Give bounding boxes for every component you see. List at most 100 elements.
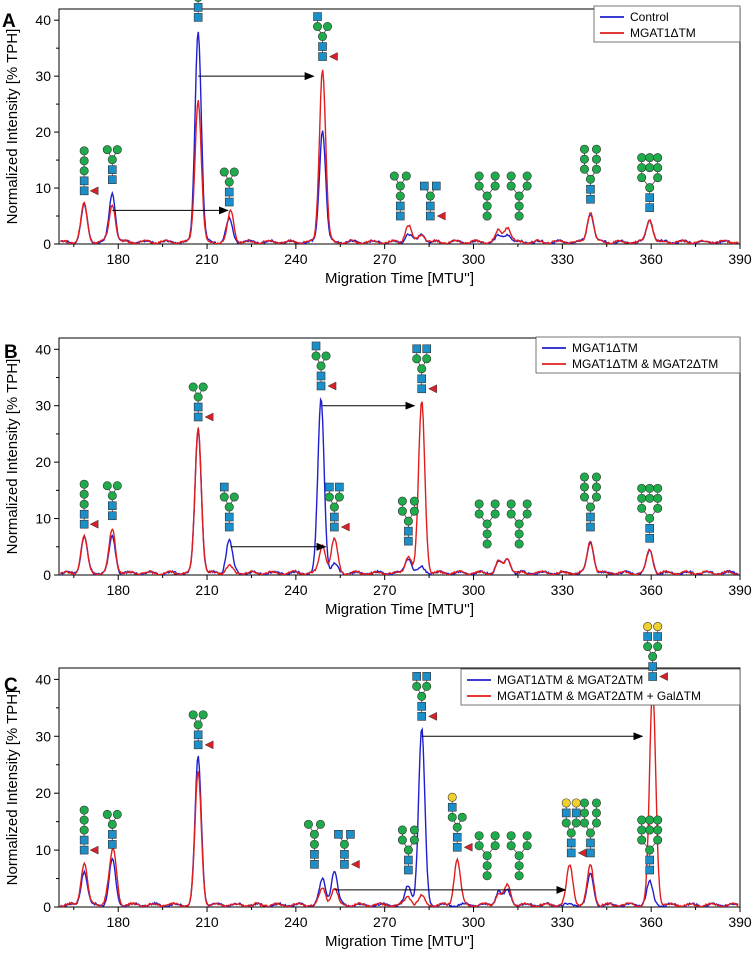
mannose-glyph [107, 491, 117, 501]
x-tick-label: 180 [107, 914, 131, 930]
mannose-glyph [645, 163, 655, 173]
mannose-glyph [79, 479, 89, 489]
glcnac-glyph [310, 860, 319, 869]
mannose-glyph [522, 181, 532, 191]
glycan-structure [324, 482, 350, 532]
mannose-glyph [194, 0, 202, 2]
glycan-structure [643, 622, 668, 681]
glcnac-glyph [396, 211, 405, 221]
glcnac-glyph [645, 865, 654, 875]
mannose-glyph [482, 851, 492, 861]
y-axis-label: Normalized Intensity [% TPH] [4, 29, 21, 225]
mannose-glyph [579, 154, 589, 164]
mannose-glyph [653, 483, 663, 493]
mannose-glyph [198, 382, 208, 392]
mannose-glyph [112, 809, 122, 819]
glcnac-glyph [340, 850, 349, 859]
mannose-glyph [474, 831, 484, 841]
legend: Control MGAT1ΔTM [593, 5, 741, 43]
legend: MGAT1ΔTM & MGAT2ΔTM MGAT1ΔTM & MGAT2ΔTM +… [460, 668, 741, 706]
legend-entry: Control [630, 10, 669, 24]
fucose-glyph [327, 381, 337, 391]
glcnac-glyph [318, 42, 327, 51]
glcnac-glyph [412, 672, 422, 681]
glycan-structure [303, 819, 360, 869]
mannose-glyph [522, 509, 532, 519]
glcnac-glyph [422, 344, 432, 354]
mannose-glyph [490, 499, 500, 509]
mannose-glyph [425, 191, 435, 201]
glcnac-glyph [412, 344, 422, 354]
mannose-glyph [653, 825, 663, 835]
mannose-glyph [579, 492, 589, 502]
glcnac-glyph [447, 802, 457, 812]
mannose-glyph [403, 516, 413, 526]
glcnac-glyph [107, 165, 117, 174]
y-tick-label: 40 [35, 12, 51, 28]
mannose-glyph [79, 489, 89, 499]
mannose-glyph [422, 354, 432, 364]
fucose-glyph [89, 845, 99, 855]
glcnac-glyph [107, 830, 117, 839]
glcnac-glyph [193, 412, 203, 422]
glycan-structure [188, 710, 214, 750]
x-tick-label: 270 [373, 582, 397, 598]
glcnac-glyph [310, 850, 319, 859]
mannose-glyph [514, 871, 524, 881]
fucose-glyph [340, 522, 350, 532]
x-tick-label: 390 [728, 251, 752, 267]
y-tick-label: 20 [35, 124, 51, 140]
glcnac-glyph [219, 482, 229, 492]
x-tick-label: 270 [373, 914, 397, 930]
y-tick-label: 20 [35, 454, 51, 470]
glcnac-glyph [645, 203, 654, 212]
mannose-glyph [490, 181, 500, 191]
mannose-glyph [645, 513, 655, 523]
glcnac-glyph [346, 830, 355, 839]
panel-B: B 180 210 240 270 300 330 360 390 0 10 20 30 40 Migrat… [4, 336, 752, 618]
y-tick-label: 10 [35, 180, 51, 196]
legend-box [460, 668, 741, 706]
x-tick-label: 330 [551, 251, 575, 267]
glycan-structure [397, 496, 419, 546]
legend-entry: MGAT1ΔTM & MGAT2ΔTM [497, 673, 643, 687]
glcnac-glyph [648, 662, 657, 671]
glcnac-glyph [586, 522, 595, 532]
series-line-red [60, 690, 739, 907]
glcnac-glyph [107, 840, 117, 849]
glcnac-glyph [107, 175, 117, 184]
mannose-glyph [653, 493, 663, 503]
x-tick-label: 210 [195, 914, 219, 930]
glycan-structure [79, 146, 99, 196]
mannose-glyph [112, 481, 122, 491]
mannose-glyph [397, 496, 407, 506]
mannose-glyph [409, 825, 419, 835]
glycan-structure [79, 805, 99, 855]
glcnac-glyph [316, 381, 326, 391]
mannose-glyph [409, 506, 419, 516]
mannose-glyph [188, 382, 198, 392]
mannose-glyph [490, 171, 500, 181]
mannose-glyph [303, 819, 313, 829]
mannose-glyph [409, 835, 419, 845]
glcnac-glyph [330, 512, 339, 522]
mannose-glyph [653, 163, 663, 173]
mannose-glyph [219, 492, 229, 502]
mannose-glyph [482, 539, 492, 549]
mannose-glyph [585, 502, 595, 512]
glcnac-glyph [426, 201, 435, 211]
mannose-glyph [412, 354, 422, 364]
glcnac-glyph [432, 181, 441, 191]
fucose-glyph [436, 211, 446, 221]
legend: MGAT1ΔTM MGAT1ΔTM & MGAT2ΔTM [535, 336, 741, 374]
glcnac-glyph [404, 865, 413, 875]
mannose-glyph [315, 819, 325, 829]
mannose-glyph [482, 871, 492, 881]
glcnac-glyph [224, 197, 234, 207]
glycan-structure [579, 472, 601, 532]
mannose-glyph [490, 831, 500, 841]
mannose-glyph [412, 681, 422, 691]
glcnac-glyph [79, 176, 89, 186]
mannose-glyph [102, 809, 112, 819]
